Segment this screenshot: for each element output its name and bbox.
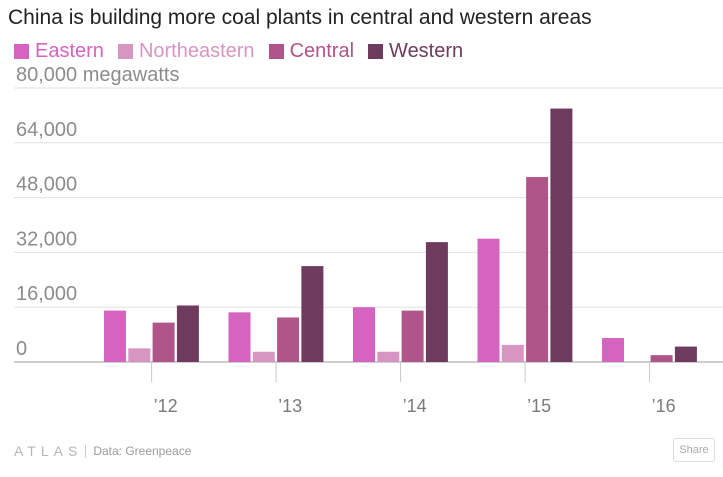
source-credit: Data: Greenpeace [93,444,192,458]
y-tick-label: 16,000 [16,283,77,305]
legend-item-eastern: Eastern [14,40,104,63]
legend-swatch-western [368,44,384,59]
x-tick-label: ’16 [652,396,676,416]
chart-footer: ATLAS Data: Greenpeace [14,443,191,459]
bar-eastern-2 [228,312,251,362]
atlas-logo: ATLAS [14,443,83,459]
bar-central-2 [277,317,300,362]
bar-eastern-4 [477,238,500,362]
footer-divider [85,444,87,458]
bar-western-3 [425,242,448,362]
bar-central-5 [650,355,673,362]
y-tick-label: 64,000 [16,119,77,141]
share-button[interactable]: Share [673,438,715,462]
chart-title: China is building more coal plants in ce… [8,6,592,29]
legend-label-western: Western [389,40,464,62]
legend-item-northeastern: Northeastern [117,40,255,63]
y-tick-label: 48,000 [16,174,77,196]
x-tick-label: ’13 [278,396,302,416]
y-tick-label: 0 [16,338,27,360]
bar-northeastern-4 [501,344,524,362]
bar-eastern-3 [353,307,375,362]
y-tick-label: 32,000 [16,228,77,250]
legend-swatch-central [268,44,284,59]
legend-label-eastern: Eastern [35,40,104,62]
y-tick-label: 80,000 megawatts [16,64,179,86]
legend-swatch-northeastern [117,44,133,59]
x-tick-label: ’14 [403,396,427,416]
bar-eastern-1 [104,310,126,362]
bar-northeastern-1 [128,348,151,362]
x-tick-label: ’15 [527,396,551,416]
legend-item-western: Western [368,40,463,63]
bar-northeastern-2 [252,351,275,362]
bar-western-2 [301,266,324,362]
legend-label-central: Central [289,40,355,62]
bar-central-1 [152,322,175,362]
bar-western-5 [674,346,697,362]
bar-northeastern-3 [377,351,400,362]
legend-swatch-eastern [14,44,29,59]
x-tick-label: ’12 [154,396,178,416]
bar-central-4 [526,177,549,362]
bar-central-3 [401,310,424,362]
bar-chart: 0 16,000 32,000 48,000 64,000 80,000 megawatt… [14,64,723,416]
chart-legend: Eastern Northeastern Central Western [14,40,477,63]
legend-label-northeastern: Northeastern [138,40,255,62]
bar-eastern-5 [602,338,624,362]
bar-western-4 [550,108,573,362]
legend-item-central: Central [268,40,355,63]
bar-western-1 [176,305,199,362]
